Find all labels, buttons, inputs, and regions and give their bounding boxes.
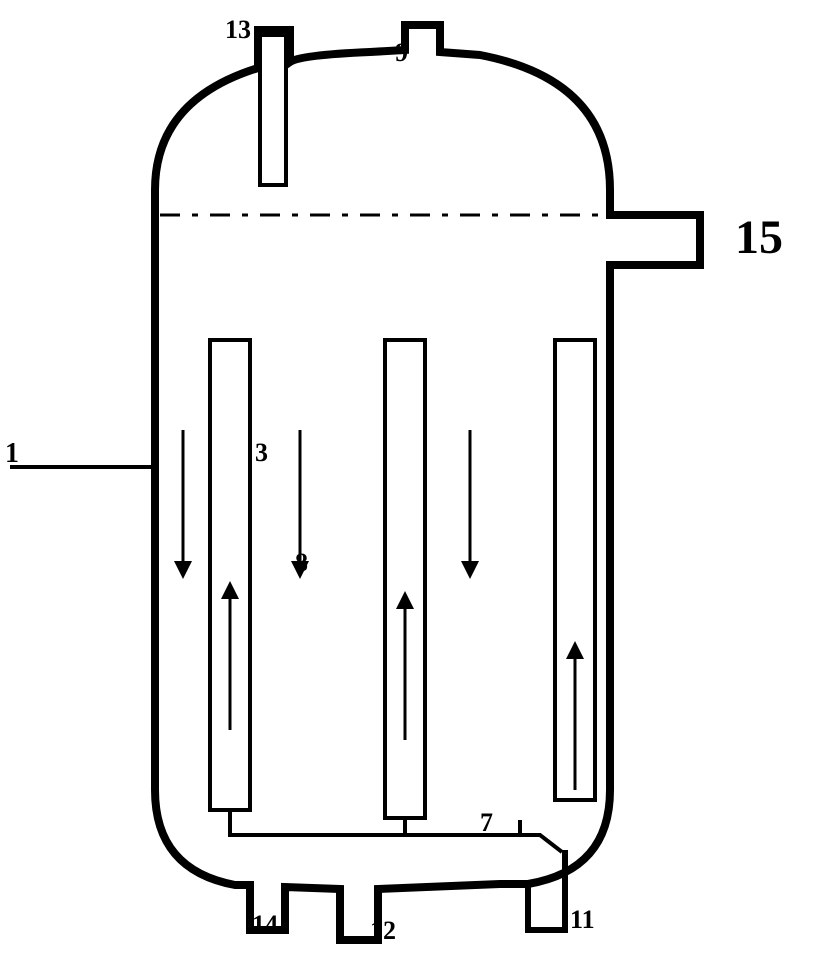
reactor-diagram [0, 0, 817, 972]
inner-tubes [210, 340, 595, 818]
label-7: 7 [480, 808, 493, 838]
label-12: 12 [370, 916, 396, 946]
label-9: 9 [395, 38, 408, 68]
dip-tube-13 [260, 35, 286, 185]
label-11: 11 [570, 905, 595, 935]
label-1: 1 [5, 438, 19, 470]
label-13: 13 [225, 15, 251, 45]
label-15: 15 [735, 210, 783, 265]
label-8: 8 [295, 548, 308, 578]
port-11 [528, 850, 565, 930]
label-14: 14 [252, 910, 278, 940]
label-3: 3 [255, 438, 268, 468]
